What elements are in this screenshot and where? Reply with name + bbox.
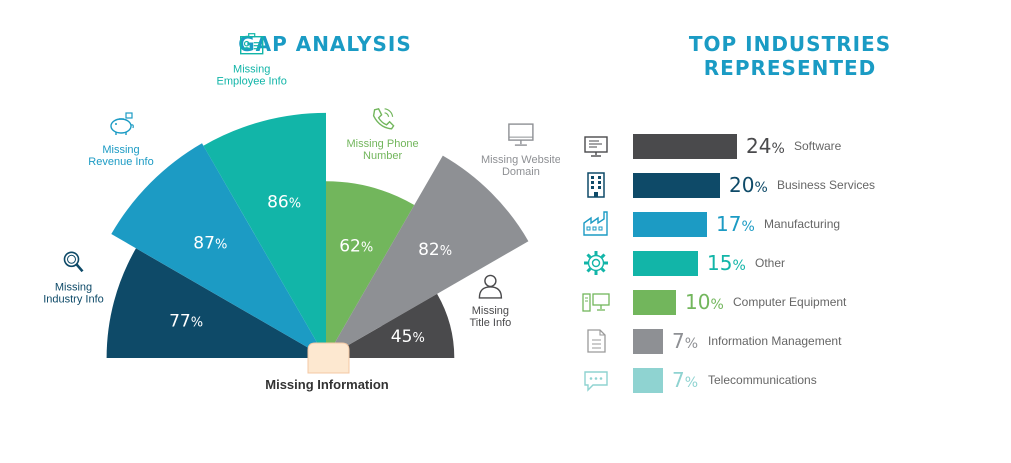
industry-row: 10% Computer Equipment <box>582 288 1002 316</box>
top-industries-title-line2: REPRESENTED <box>703 56 877 80</box>
industry-name: Telecommunications <box>708 373 817 387</box>
office-building-icon <box>587 172 605 198</box>
gap-analysis-chart: 77% Missing Industry Info 87% Missing Revenue… <box>43 33 560 392</box>
industry-row: 7% Telecommunications <box>582 366 1002 394</box>
document-icon <box>587 329 606 353</box>
industry-value: 10% <box>685 290 724 314</box>
person-icon <box>478 274 503 299</box>
industry-value: 7% <box>672 329 699 353</box>
chart-base-tab <box>307 342 350 374</box>
gap-caption: Missing Information <box>265 377 389 392</box>
industry-row: 15% Other <box>582 249 1002 277</box>
industry-row: 17% Manufacturing <box>582 210 1002 238</box>
id-card-icon <box>239 33 264 55</box>
gap-category-label: Missing Employee Info <box>217 64 287 88</box>
industry-bar <box>633 368 663 393</box>
industry-value: 7% <box>672 368 699 392</box>
industry-bar <box>633 134 737 159</box>
top-industries-title-line1: TOP INDUSTRIES <box>688 32 892 56</box>
industry-value: 20% <box>729 173 768 197</box>
gap-analysis-title: GAP ANALYSIS <box>238 32 412 56</box>
industry-name: Manufacturing <box>764 217 841 231</box>
industry-value: 24% <box>746 134 785 158</box>
magnifier-icon <box>63 251 84 273</box>
industry-row: 24% Software <box>582 132 1002 160</box>
factory-icon <box>583 211 608 236</box>
industry-bar <box>633 173 720 198</box>
industry-value: 17% <box>716 212 755 236</box>
gap-value-label: 86% <box>267 193 301 213</box>
piggy-bank-icon <box>110 112 134 135</box>
gap-value-label: 45% <box>391 327 425 347</box>
gap-value-label: 87% <box>193 233 227 253</box>
gap-slice-6 <box>326 293 455 358</box>
gear-icon <box>584 251 608 275</box>
gap-value-label: 77% <box>169 312 203 332</box>
gap-slice-3 <box>203 112 326 358</box>
industry-name: Business Services <box>777 178 876 192</box>
computer-equipment-icon <box>582 293 610 312</box>
industry-bar <box>633 329 663 354</box>
industry-name: Other <box>755 256 786 270</box>
computer-screen-icon <box>584 136 608 157</box>
monitor-icon <box>508 123 534 146</box>
industry-bar <box>633 212 707 237</box>
industry-bar <box>633 290 676 315</box>
industry-name: Information Management <box>708 334 842 348</box>
gap-slice-1 <box>106 248 326 358</box>
industry-row: 20% Business Services <box>582 171 1002 199</box>
gap-category-label: Missing Industry Info <box>43 281 104 305</box>
gap-category-label: Missing Title Info <box>470 305 512 329</box>
industry-row: 7% Information Management <box>582 327 1002 355</box>
industry-name: Computer Equipment <box>733 295 847 309</box>
gap-category-label: Missing Phone Number <box>347 138 419 162</box>
gap-slice-4 <box>326 181 415 358</box>
industry-bar <box>633 251 698 276</box>
gap-value-label: 82% <box>418 240 452 260</box>
industry-value: 15% <box>707 251 746 275</box>
chat-icon <box>584 371 608 392</box>
phone-icon <box>372 107 395 130</box>
gap-value-label: 62% <box>339 236 373 256</box>
gap-slice-5 <box>326 155 529 358</box>
gap-category-label: Missing Revenue Info <box>88 144 153 168</box>
gap-category-label: Missing Website Domain <box>481 154 560 178</box>
top-industries-title: TOP INDUSTRIES REPRESENTED <box>630 32 950 80</box>
gap-slice-2 <box>111 143 326 358</box>
industry-name: Software <box>794 139 842 153</box>
